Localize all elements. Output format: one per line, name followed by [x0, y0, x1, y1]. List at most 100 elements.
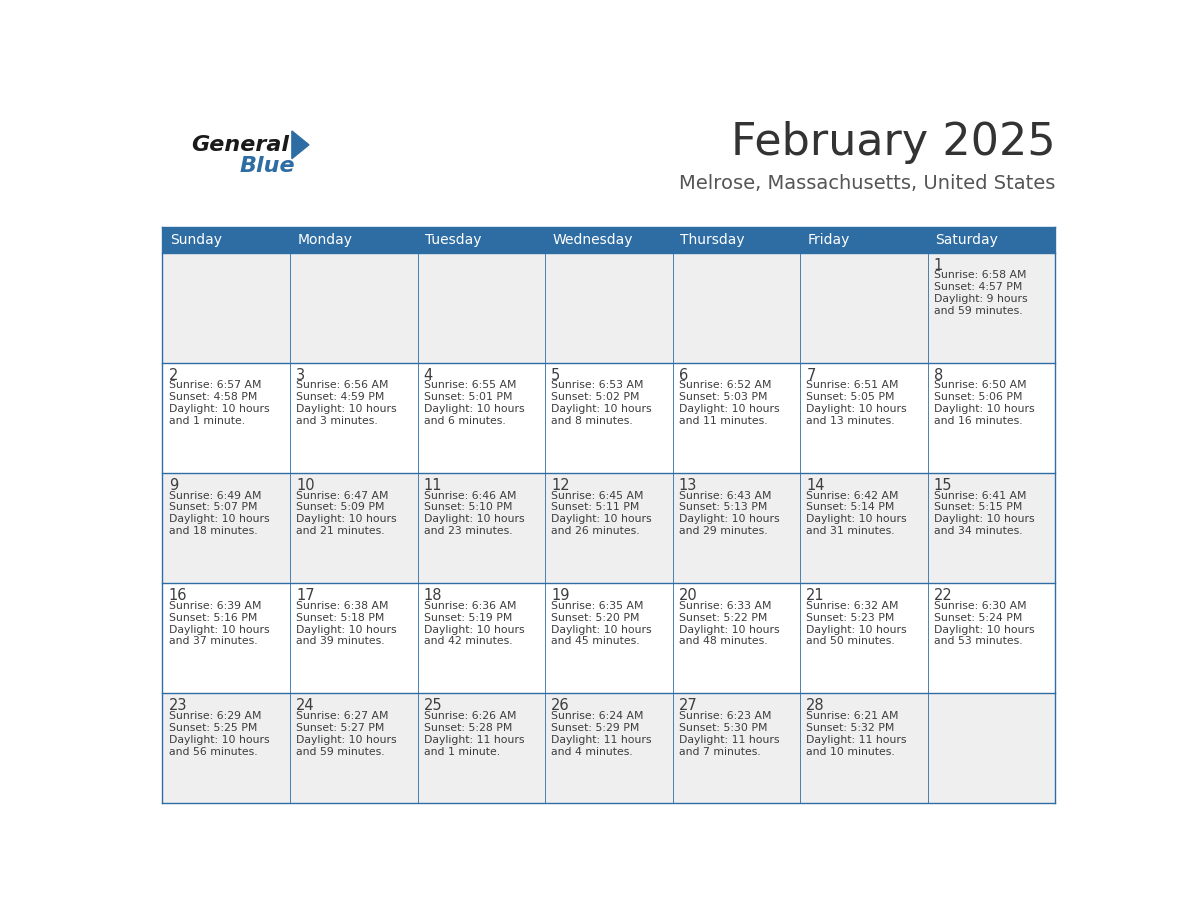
Text: Daylight: 10 hours: Daylight: 10 hours: [169, 624, 270, 634]
Text: Sunset: 5:29 PM: Sunset: 5:29 PM: [551, 722, 639, 733]
Text: Sunrise: 6:57 AM: Sunrise: 6:57 AM: [169, 380, 261, 390]
Text: Daylight: 10 hours: Daylight: 10 hours: [678, 514, 779, 524]
Text: Sunday: Sunday: [170, 233, 222, 247]
Text: Sunrise: 6:58 AM: Sunrise: 6:58 AM: [934, 270, 1026, 280]
Bar: [163, 583, 1055, 693]
Text: and 21 minutes.: and 21 minutes.: [296, 526, 385, 536]
Text: Sunset: 4:57 PM: Sunset: 4:57 PM: [934, 282, 1023, 292]
Text: 24: 24: [296, 699, 315, 713]
Text: and 59 minutes.: and 59 minutes.: [934, 306, 1023, 316]
Bar: [163, 227, 1055, 252]
Text: Sunrise: 6:43 AM: Sunrise: 6:43 AM: [678, 490, 771, 500]
Text: Sunset: 5:10 PM: Sunset: 5:10 PM: [424, 502, 512, 512]
Text: 10: 10: [296, 478, 315, 493]
Text: Daylight: 11 hours: Daylight: 11 hours: [424, 734, 524, 744]
Text: Sunrise: 6:32 AM: Sunrise: 6:32 AM: [807, 600, 899, 610]
Text: February 2025: February 2025: [731, 121, 1055, 164]
Text: Daylight: 9 hours: Daylight: 9 hours: [934, 294, 1028, 304]
Text: and 48 minutes.: and 48 minutes.: [678, 636, 767, 646]
Text: Daylight: 10 hours: Daylight: 10 hours: [169, 404, 270, 414]
Text: and 23 minutes.: and 23 minutes.: [424, 526, 512, 536]
Text: Sunset: 5:24 PM: Sunset: 5:24 PM: [934, 612, 1023, 622]
Text: Sunset: 5:22 PM: Sunset: 5:22 PM: [678, 612, 767, 622]
Text: Sunset: 5:23 PM: Sunset: 5:23 PM: [807, 612, 895, 622]
Text: 1: 1: [934, 258, 943, 273]
Text: and 8 minutes.: and 8 minutes.: [551, 416, 633, 426]
Text: Sunrise: 6:41 AM: Sunrise: 6:41 AM: [934, 490, 1026, 500]
Text: Daylight: 10 hours: Daylight: 10 hours: [551, 624, 652, 634]
Text: Sunset: 5:07 PM: Sunset: 5:07 PM: [169, 502, 257, 512]
Text: Daylight: 10 hours: Daylight: 10 hours: [296, 624, 397, 634]
Text: 27: 27: [678, 699, 697, 713]
Text: Sunrise: 6:24 AM: Sunrise: 6:24 AM: [551, 711, 644, 721]
Text: 6: 6: [678, 368, 688, 383]
Text: Sunset: 5:11 PM: Sunset: 5:11 PM: [551, 502, 639, 512]
Text: and 31 minutes.: and 31 minutes.: [807, 526, 895, 536]
Text: 13: 13: [678, 478, 697, 493]
Text: Sunset: 5:01 PM: Sunset: 5:01 PM: [424, 392, 512, 402]
Text: Daylight: 10 hours: Daylight: 10 hours: [424, 514, 524, 524]
Text: Daylight: 10 hours: Daylight: 10 hours: [296, 514, 397, 524]
Text: Daylight: 10 hours: Daylight: 10 hours: [807, 514, 906, 524]
Text: Sunset: 5:09 PM: Sunset: 5:09 PM: [296, 502, 385, 512]
Text: Sunrise: 6:39 AM: Sunrise: 6:39 AM: [169, 600, 261, 610]
Text: and 7 minutes.: and 7 minutes.: [678, 746, 760, 756]
Text: 17: 17: [296, 588, 315, 603]
Text: Sunrise: 6:46 AM: Sunrise: 6:46 AM: [424, 490, 517, 500]
Text: 26: 26: [551, 699, 570, 713]
Text: Tuesday: Tuesday: [425, 233, 482, 247]
Text: Sunrise: 6:35 AM: Sunrise: 6:35 AM: [551, 600, 644, 610]
Bar: [163, 693, 1055, 803]
Text: Sunset: 5:02 PM: Sunset: 5:02 PM: [551, 392, 640, 402]
Text: Sunset: 5:20 PM: Sunset: 5:20 PM: [551, 612, 640, 622]
Bar: [163, 252, 1055, 363]
Bar: [163, 473, 1055, 583]
Text: Wednesday: Wednesday: [552, 233, 633, 247]
Text: Sunrise: 6:23 AM: Sunrise: 6:23 AM: [678, 711, 771, 721]
Bar: [163, 363, 1055, 473]
Text: and 50 minutes.: and 50 minutes.: [807, 636, 895, 646]
Text: and 39 minutes.: and 39 minutes.: [296, 636, 385, 646]
Text: 11: 11: [424, 478, 442, 493]
Text: Melrose, Massachusetts, United States: Melrose, Massachusetts, United States: [678, 174, 1055, 193]
Text: Daylight: 11 hours: Daylight: 11 hours: [678, 734, 779, 744]
Text: 22: 22: [934, 588, 953, 603]
Text: Sunset: 5:13 PM: Sunset: 5:13 PM: [678, 502, 767, 512]
Text: 20: 20: [678, 588, 697, 603]
Text: Sunset: 5:06 PM: Sunset: 5:06 PM: [934, 392, 1023, 402]
Text: and 16 minutes.: and 16 minutes.: [934, 416, 1023, 426]
Text: Sunset: 4:58 PM: Sunset: 4:58 PM: [169, 392, 257, 402]
Text: Daylight: 10 hours: Daylight: 10 hours: [934, 624, 1035, 634]
Text: Sunrise: 6:53 AM: Sunrise: 6:53 AM: [551, 380, 644, 390]
Text: Blue: Blue: [239, 156, 295, 176]
Text: Daylight: 10 hours: Daylight: 10 hours: [424, 404, 524, 414]
Text: Daylight: 10 hours: Daylight: 10 hours: [169, 514, 270, 524]
Text: 4: 4: [424, 368, 432, 383]
Text: Sunset: 5:32 PM: Sunset: 5:32 PM: [807, 722, 895, 733]
Text: Daylight: 10 hours: Daylight: 10 hours: [551, 404, 652, 414]
Text: Sunrise: 6:56 AM: Sunrise: 6:56 AM: [296, 380, 388, 390]
Text: Daylight: 10 hours: Daylight: 10 hours: [296, 404, 397, 414]
Text: 5: 5: [551, 368, 561, 383]
Text: and 29 minutes.: and 29 minutes.: [678, 526, 767, 536]
Text: Sunrise: 6:47 AM: Sunrise: 6:47 AM: [296, 490, 388, 500]
Text: and 11 minutes.: and 11 minutes.: [678, 416, 767, 426]
Text: Sunset: 5:16 PM: Sunset: 5:16 PM: [169, 612, 257, 622]
Text: 12: 12: [551, 478, 570, 493]
Text: Sunset: 5:15 PM: Sunset: 5:15 PM: [934, 502, 1023, 512]
Text: Saturday: Saturday: [935, 233, 998, 247]
Text: Sunrise: 6:26 AM: Sunrise: 6:26 AM: [424, 711, 517, 721]
Text: 25: 25: [424, 699, 442, 713]
Text: Sunset: 5:27 PM: Sunset: 5:27 PM: [296, 722, 385, 733]
Text: and 37 minutes.: and 37 minutes.: [169, 636, 258, 646]
Text: Daylight: 10 hours: Daylight: 10 hours: [934, 404, 1035, 414]
Text: Sunset: 5:30 PM: Sunset: 5:30 PM: [678, 722, 767, 733]
Text: Sunrise: 6:52 AM: Sunrise: 6:52 AM: [678, 380, 771, 390]
Text: Thursday: Thursday: [681, 233, 745, 247]
Polygon shape: [292, 131, 309, 159]
Text: 18: 18: [424, 588, 442, 603]
Text: 15: 15: [934, 478, 953, 493]
Text: Daylight: 10 hours: Daylight: 10 hours: [551, 514, 652, 524]
Text: Daylight: 10 hours: Daylight: 10 hours: [296, 734, 397, 744]
Text: Sunrise: 6:27 AM: Sunrise: 6:27 AM: [296, 711, 388, 721]
